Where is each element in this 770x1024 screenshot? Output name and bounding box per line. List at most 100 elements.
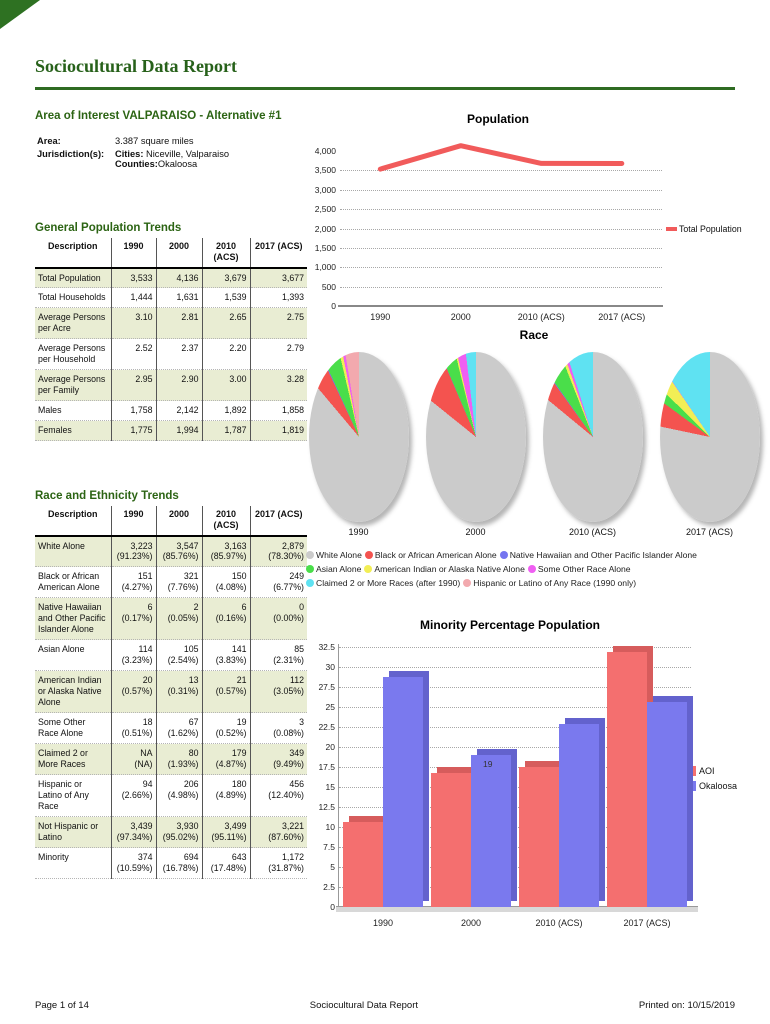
legend-row: White Alone Black or African American Alo…	[306, 550, 766, 560]
table-row: Total Population 3,533 4,136 3,679 3,677	[35, 267, 307, 288]
legend-item-label: Hispanic or Latino of Any Race (1990 onl…	[473, 578, 637, 588]
race-ethnicity-section: Race and Ethnicity Trends Description 199…	[35, 490, 307, 879]
table-cell: 3.28	[249, 369, 307, 401]
row-label: Average Persons per Household	[38, 343, 106, 365]
table-cell: 1,892	[201, 400, 250, 421]
cell-percent: (85.76%)	[162, 551, 199, 562]
row-label: Asian Alone	[38, 644, 85, 655]
legend-item-label: Some Other Race Alone	[537, 564, 631, 574]
legend-item-label: Claimed 2 or More Races (after 1990)	[316, 578, 461, 588]
table-cell: 3,439 (97.34%)	[110, 816, 156, 848]
population-chart-legend: Total Population	[666, 224, 742, 234]
y-axis-tick-label: 0	[331, 301, 336, 311]
table-cell: 3 (0.08%)	[249, 712, 307, 744]
cell-percent: (0.51%)	[121, 728, 153, 739]
pie-slot: 2000	[419, 352, 533, 537]
table-row: Average Persons per Household 2.52 2.37 2.2…	[35, 338, 307, 370]
table-cell: 1,539	[201, 287, 250, 308]
minority-chart-legend: AOI Okaloosa	[686, 766, 737, 796]
cell-percent: (78.30%)	[268, 551, 304, 562]
cell-percent: (6.77%)	[273, 582, 304, 593]
grid-line	[340, 228, 662, 230]
cell-percent: (31.87%)	[268, 863, 304, 874]
row-label: Average Persons per Family	[38, 374, 106, 396]
legend-item-label: American Indian or Alaska Native Alone	[374, 564, 525, 574]
race-ethnicity-heading: Race and Ethnicity Trends	[35, 490, 179, 502]
cell-percent: (4.08%)	[215, 582, 247, 593]
y-axis-tick-label: 0	[330, 902, 335, 912]
row-label: Minority	[38, 852, 69, 863]
x-axis-category-label: 2017 (ACS)	[598, 312, 646, 322]
table-row: Total Households 1,444 1,631 1,539 1,393	[35, 287, 307, 308]
race-pie	[542, 352, 643, 522]
x-axis-category-label: 2010 (ACS)	[517, 312, 565, 322]
table-cell: 349 (9.49%)	[249, 743, 307, 775]
cell-value: 141	[231, 644, 247, 655]
grid-line	[339, 707, 691, 708]
cell-value: 456	[289, 779, 304, 790]
legend-item: Native Hawaiian and Other Pacific Island…	[499, 550, 697, 560]
table-cell: 2.37	[155, 338, 202, 370]
cell-value: 2,879	[281, 540, 304, 551]
y-axis-tick-label: 2,000	[314, 223, 336, 234]
pie-slot: 2017 (ACS)	[653, 352, 767, 537]
table-cell: 2.20	[201, 338, 250, 370]
cell-percent: (0.17%)	[121, 613, 153, 624]
cell-percent: (91.23%)	[116, 551, 153, 562]
race-pies-row: 1990 2000 2010 (ACS) 2017 (ACS)	[300, 352, 768, 537]
grid-line	[339, 667, 691, 668]
y-axis-tick-label: 20	[325, 742, 335, 752]
cell-percent: (0.52%)	[215, 728, 247, 739]
footer-page-number: Page 1 of 14	[35, 1000, 89, 1011]
table-row: White Alone 3,223 (91.23%) 3,547 (85.76%) 3,1…	[35, 535, 307, 567]
jurisdiction-value: Cities: Niceville, Valparaiso Counties:O…	[115, 149, 229, 169]
cell-value: 3	[299, 717, 304, 728]
minority-plot-area: 0 2.5 5 7.5 10 12.5 15 17.5 20 22.5 25 27.5 30 32.5 19…	[318, 642, 698, 928]
table-cell: 1,758	[110, 400, 156, 421]
pie-year-label: 2010 (ACS)	[568, 527, 617, 537]
table-row: Native Hawaiian and Other Pacific Island…	[35, 597, 307, 640]
cell-value: 0	[299, 602, 304, 613]
table-cell: 2.95	[110, 369, 156, 401]
grid-line	[339, 807, 691, 808]
table-row: Average Persons per Family 2.95 2.90 3.00 3.…	[35, 369, 307, 401]
legend-item: Some Other Race Alone	[527, 564, 631, 574]
cell-value: 3,930	[176, 821, 199, 832]
cell-value: 20	[142, 675, 153, 686]
legend-item: White Alone	[306, 550, 362, 560]
table-row: Minority 374 (10.59%) 694 (16.78%) 643 (17.48%…	[35, 847, 307, 879]
legend-color-dot	[306, 579, 314, 587]
table-cell: 18 (0.51%)	[110, 712, 156, 744]
counties-label: Counties:	[115, 159, 158, 169]
table-cell: 13 (0.31%)	[155, 670, 202, 713]
row-label: Claimed 2 or More Races	[38, 748, 88, 770]
x-axis-category-label: 2000	[460, 918, 482, 928]
grid-line	[340, 286, 662, 288]
table-cell: 3.10	[110, 307, 156, 339]
table-cell: 19 (0.52%)	[201, 712, 250, 744]
table-cell: 1,444	[110, 287, 156, 308]
cell-percent: (0.16%)	[215, 613, 247, 624]
column-header: Description	[35, 238, 111, 269]
cell-value: 180	[231, 779, 247, 790]
table-cell: 4,136	[155, 267, 202, 288]
table-cell: 2,142	[155, 400, 202, 421]
cell-value: 21	[236, 675, 247, 686]
area-of-interest-heading: Area of Interest VALPARAISO - Alternativ…	[35, 110, 282, 122]
table-cell: 3,223 (91.23%)	[110, 535, 156, 567]
y-axis-tick-label: 10	[325, 822, 335, 832]
y-axis-tick-label: 500	[321, 281, 336, 292]
table-cell: 1,393	[249, 287, 307, 308]
table-cell: 1,787	[201, 420, 250, 441]
table-cell: 2,879 (78.30%)	[249, 535, 307, 567]
x-axis-category-label: 2000	[450, 312, 471, 322]
column-header: 2000	[155, 238, 202, 269]
grid-line	[339, 647, 691, 648]
cell-value: 18	[142, 717, 153, 728]
table-header-row: Description 1990 2000 2010 (ACS) 2017 (ACS)	[35, 506, 307, 537]
column-header: Description	[35, 506, 111, 537]
table-cell: 321 (7.76%)	[155, 566, 202, 598]
cell-value: 150	[231, 571, 247, 582]
legend-row: Asian Alone American Indian or Alaska Nat…	[306, 564, 766, 574]
cell-value: 349	[289, 748, 304, 759]
